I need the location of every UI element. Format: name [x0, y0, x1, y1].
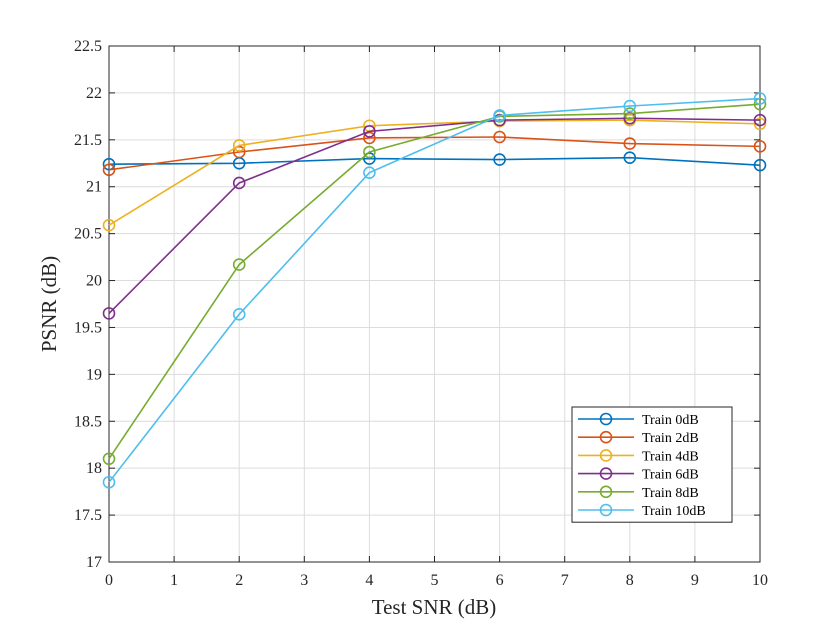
y-tick-label: 21.5	[74, 132, 102, 149]
legend-item: Train 10dB	[578, 503, 706, 519]
axis-ticks: 0 1 2 3 4 5 6 7 8 9 10 17 17.5 18 18.5 19 19.5 20 20.5 21 21…	[74, 38, 768, 589]
data-point	[363, 131, 376, 145]
data-point	[232, 308, 246, 321]
data-point	[623, 151, 637, 164]
legend-marker	[599, 503, 613, 517]
x-tick-label: 4	[365, 572, 373, 589]
data-point	[363, 166, 376, 179]
x-tick-label: 3	[300, 572, 308, 589]
data-point	[232, 145, 246, 159]
y-tick-label: 18	[86, 460, 102, 477]
legend-label: Train 4dB	[642, 449, 699, 464]
x-tick-label: 8	[626, 572, 634, 589]
legend-item: Train 4dB	[578, 449, 699, 464]
y-tick-label: 20	[86, 273, 102, 290]
data-point	[753, 140, 767, 153]
x-axis-label: Test SNR (dB)	[372, 595, 497, 619]
data-point	[232, 139, 246, 152]
y-tick-label: 18.5	[74, 413, 102, 430]
data-point	[493, 109, 506, 122]
series-line	[108, 156, 761, 166]
series-train-6db	[102, 111, 767, 320]
series-line	[108, 103, 761, 460]
series-train-10db	[102, 92, 767, 489]
series-train-2db	[102, 130, 767, 177]
data-point	[493, 153, 506, 166]
legend-label: Train 6dB	[642, 468, 699, 483]
data-series	[102, 92, 767, 489]
y-tick-label: 20.5	[74, 226, 102, 243]
data-point	[363, 145, 376, 159]
data-point	[363, 125, 376, 138]
legend-label: Train 2dB	[642, 431, 699, 446]
y-tick-label: 17.5	[74, 507, 102, 524]
data-point	[623, 99, 637, 113]
y-axis-label: PSNR (dB)	[37, 256, 61, 352]
data-point	[623, 107, 637, 120]
data-point	[232, 258, 246, 271]
data-point	[753, 113, 767, 127]
x-tick-label: 1	[170, 572, 178, 589]
x-tick-label: 9	[691, 572, 699, 589]
data-point	[232, 176, 246, 190]
x-tick-label: 10	[752, 572, 768, 589]
data-point	[493, 113, 506, 127]
legend-label: Train 8dB	[642, 486, 699, 501]
data-point	[102, 218, 116, 232]
data-point	[623, 111, 637, 125]
data-point	[363, 152, 376, 165]
legend-marker	[599, 412, 613, 426]
legend-marker	[599, 430, 613, 444]
y-tick-label: 19	[86, 366, 102, 383]
legend: Train 0dB Train 2dB Train 4dB Train 6dB Trai…	[571, 406, 733, 523]
legend-item: Train 8dB	[578, 485, 699, 501]
x-tick-label: 0	[105, 572, 113, 589]
x-tick-label: 7	[561, 572, 569, 589]
legend-marker	[599, 485, 613, 499]
data-point	[493, 130, 506, 144]
data-point	[102, 452, 116, 466]
legend-marker	[599, 467, 613, 480]
data-point	[102, 307, 116, 320]
data-point	[102, 475, 116, 489]
y-tick-label: 19.5	[74, 319, 102, 336]
x-tick-label: 6	[496, 572, 504, 589]
y-tick-label: 22	[86, 85, 102, 102]
series-line	[108, 136, 761, 171]
data-point	[753, 92, 767, 105]
legend-marker	[599, 449, 613, 462]
series-line	[108, 119, 761, 226]
y-tick-label: 22.5	[74, 38, 102, 55]
legend-item: Train 6dB	[578, 467, 699, 483]
legend-item: Train 2dB	[578, 430, 699, 446]
y-tick-label: 17	[86, 554, 102, 571]
series-line	[108, 117, 761, 314]
data-point	[753, 117, 767, 131]
y-tick-label: 21	[86, 179, 102, 196]
legend-label: Train 10dB	[642, 504, 706, 519]
legend-item: Train 0dB	[578, 412, 699, 428]
x-tick-label: 2	[235, 572, 243, 589]
series-line	[108, 97, 761, 483]
x-tick-label: 5	[431, 572, 439, 589]
data-point	[623, 137, 637, 150]
data-point	[753, 158, 767, 172]
legend-box	[571, 406, 733, 523]
legend-label: Train 0dB	[642, 413, 699, 428]
data-point	[102, 163, 116, 177]
